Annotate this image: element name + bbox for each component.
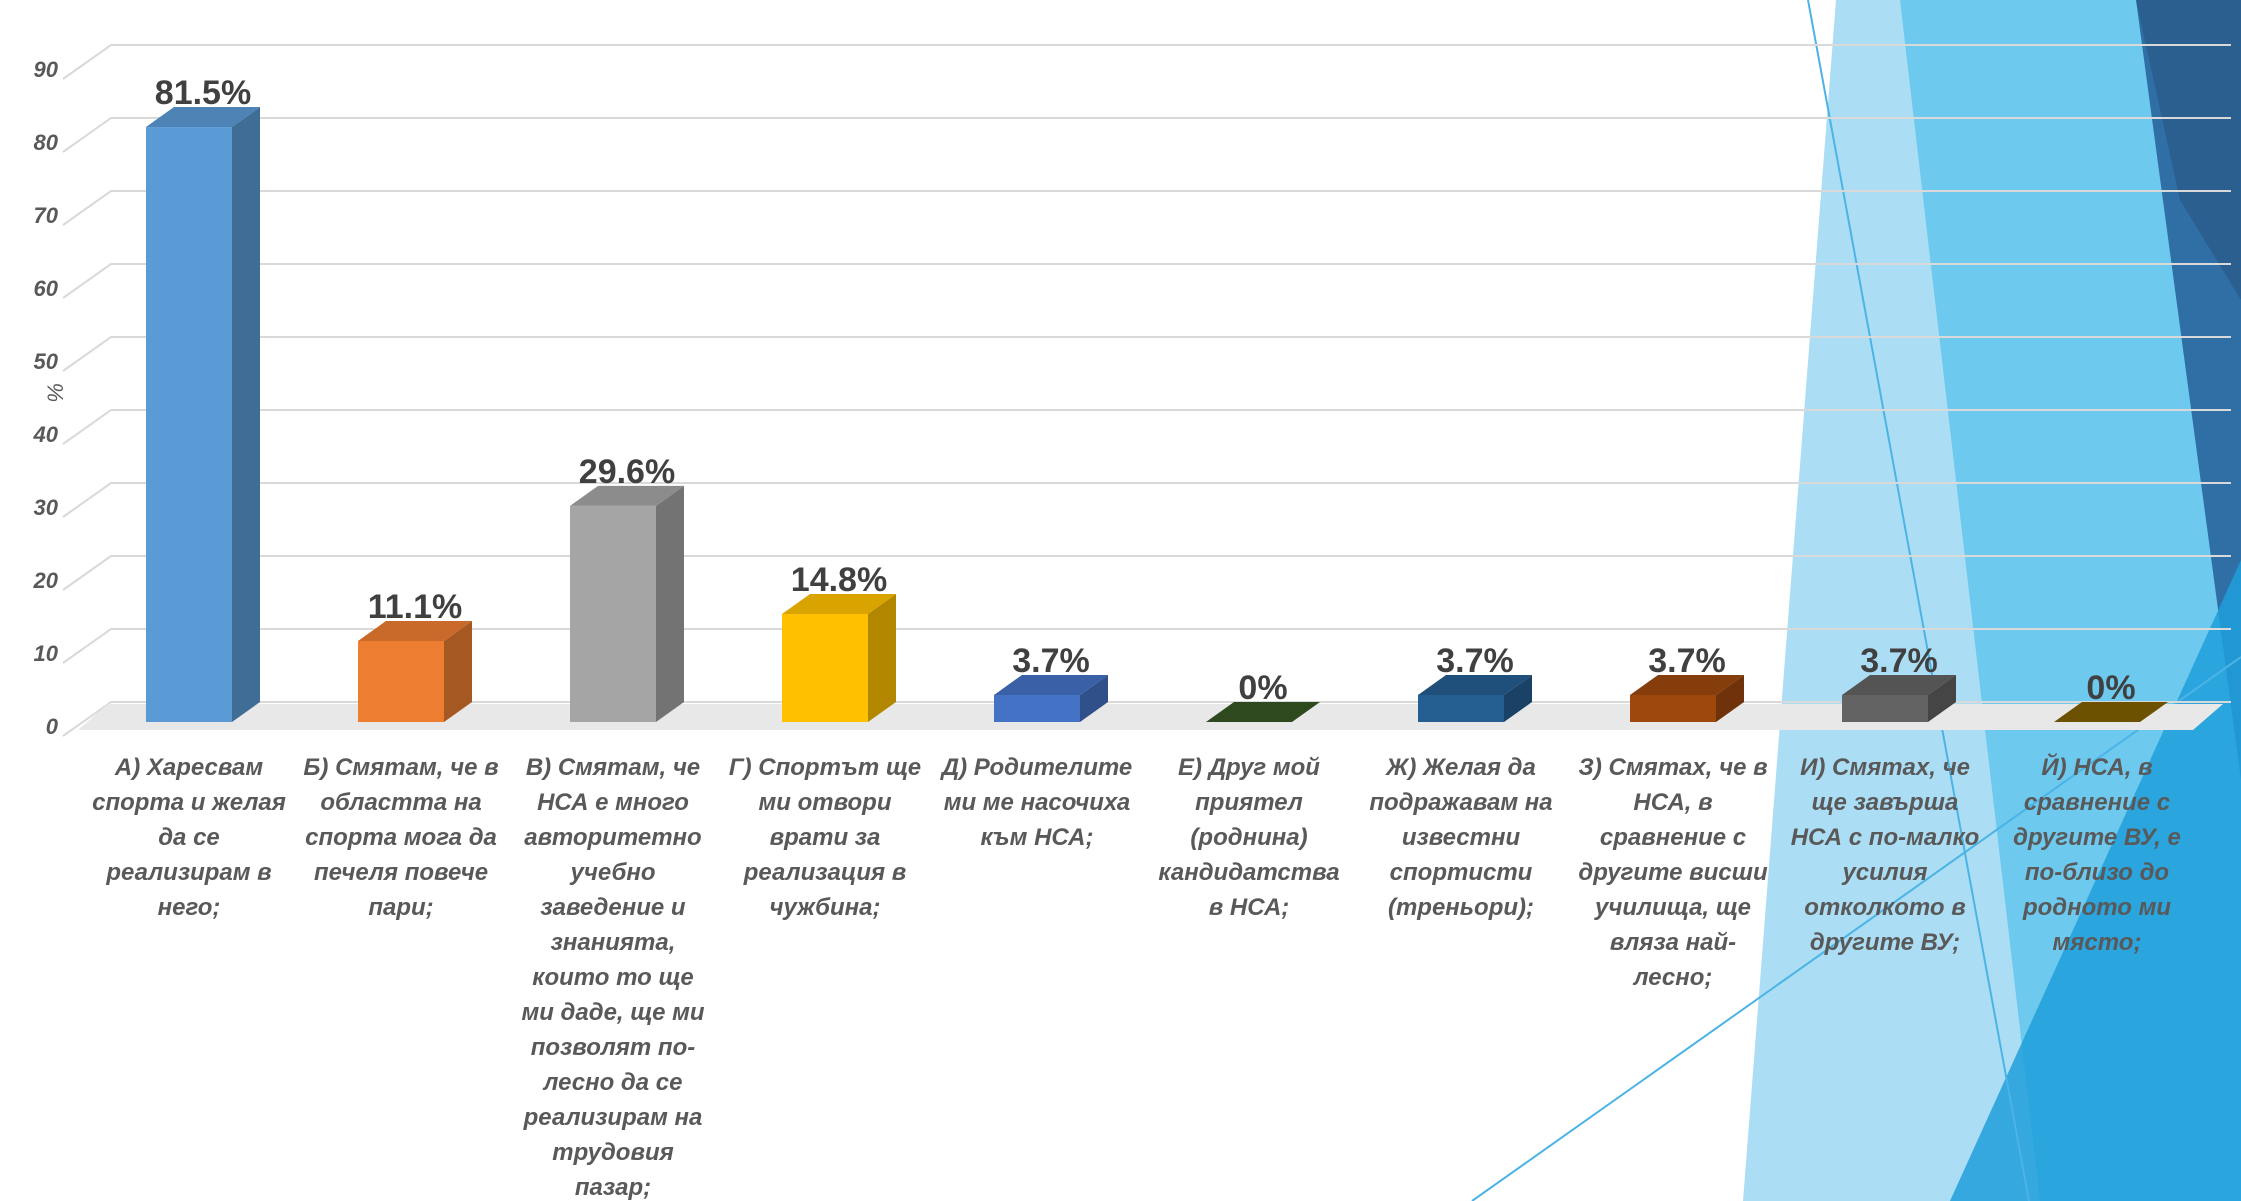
bar-top xyxy=(2054,702,2168,722)
bar xyxy=(570,505,656,722)
y-tick-label: 70 xyxy=(34,203,59,228)
value-label: 3.7% xyxy=(1012,642,1090,680)
value-label: 3.7% xyxy=(1436,642,1514,680)
bar-side xyxy=(656,485,684,722)
bar-top xyxy=(994,674,1108,695)
value-label: 3.7% xyxy=(1648,642,1726,680)
x-tick-label: И) Смятах, че ще завърша НСА с по-малко … xyxy=(1790,754,1980,956)
bar-side xyxy=(868,593,896,722)
x-tick-label: В) Смятам, че НСА е много авторитетно уч… xyxy=(521,754,705,1201)
bar-top xyxy=(146,107,260,128)
value-label: 11.1% xyxy=(368,588,463,626)
y-tick-label: 0 xyxy=(46,714,59,739)
decoration xyxy=(1471,0,2241,1201)
bar xyxy=(146,127,232,723)
grid-line xyxy=(62,44,2231,80)
y-tick-label: 30 xyxy=(34,495,59,520)
y-tick-label: 50 xyxy=(34,349,59,374)
x-tick-label: Г) Спортът ще ми отвори врати за реализа… xyxy=(728,754,922,921)
x-tick-label: З) Смятах, че в НСА, в сравнение с други… xyxy=(1578,754,1768,991)
y-tick-label: 40 xyxy=(33,422,59,447)
value-label: 14.8% xyxy=(791,561,887,599)
bar-top xyxy=(1418,674,1532,695)
x-tick-label: Е) Друг мой приятел (роднина) кандидатст… xyxy=(1158,754,1340,921)
x-tick-label: А) Харесвам спорта и желая да се реализи… xyxy=(92,754,286,921)
grid-line xyxy=(62,190,2231,226)
bar-side xyxy=(444,620,472,722)
bar-top xyxy=(1842,674,1956,695)
bar-side xyxy=(1080,674,1108,722)
grid-line xyxy=(62,482,2231,518)
value-label: 0% xyxy=(2086,669,2135,707)
value-label: 0% xyxy=(1238,669,1287,707)
x-tick-label: Ж) Желая да подражавам на известни спорт… xyxy=(1369,754,1553,921)
value-label: 29.6% xyxy=(579,453,675,491)
value-label: 3.7% xyxy=(1860,642,1938,680)
grid-line xyxy=(62,117,2231,153)
bar xyxy=(1418,694,1504,722)
x-tick-label: Й) НСА, в сравнение с другите ВУ, е по-б… xyxy=(2013,754,2181,956)
bar-top xyxy=(570,485,684,506)
bar-top xyxy=(782,593,896,614)
bar-top xyxy=(358,620,472,641)
bar xyxy=(1842,694,1928,722)
grid-line xyxy=(62,628,2231,664)
grid-line xyxy=(62,263,2231,299)
bar-top xyxy=(1206,702,1320,722)
bar xyxy=(994,694,1080,722)
bar xyxy=(358,640,444,722)
y-tick-label: 20 xyxy=(33,568,59,593)
grid-line xyxy=(62,555,2231,591)
y-tick-label: 90 xyxy=(34,57,59,82)
y-tick-label: 80 xyxy=(34,130,59,155)
bar-side xyxy=(232,107,260,723)
bar xyxy=(1630,694,1716,722)
x-tick-label: Б) Смятам, че в областта на спорта мога … xyxy=(303,754,499,921)
y-axis-label: % xyxy=(43,383,68,403)
x-tick-label: Д) Родителите ми ме насочиха към НСА; xyxy=(941,754,1133,851)
grid-line xyxy=(62,336,2231,372)
bar xyxy=(782,613,868,722)
grid-line xyxy=(62,409,2231,445)
bar-side xyxy=(1716,674,1744,722)
bar-top xyxy=(1630,674,1744,695)
value-label: 81.5% xyxy=(155,74,251,112)
bar-side xyxy=(1504,674,1532,722)
y-tick-label: 10 xyxy=(34,641,59,666)
bar-side xyxy=(1928,674,1956,722)
y-tick-label: 60 xyxy=(34,276,59,301)
